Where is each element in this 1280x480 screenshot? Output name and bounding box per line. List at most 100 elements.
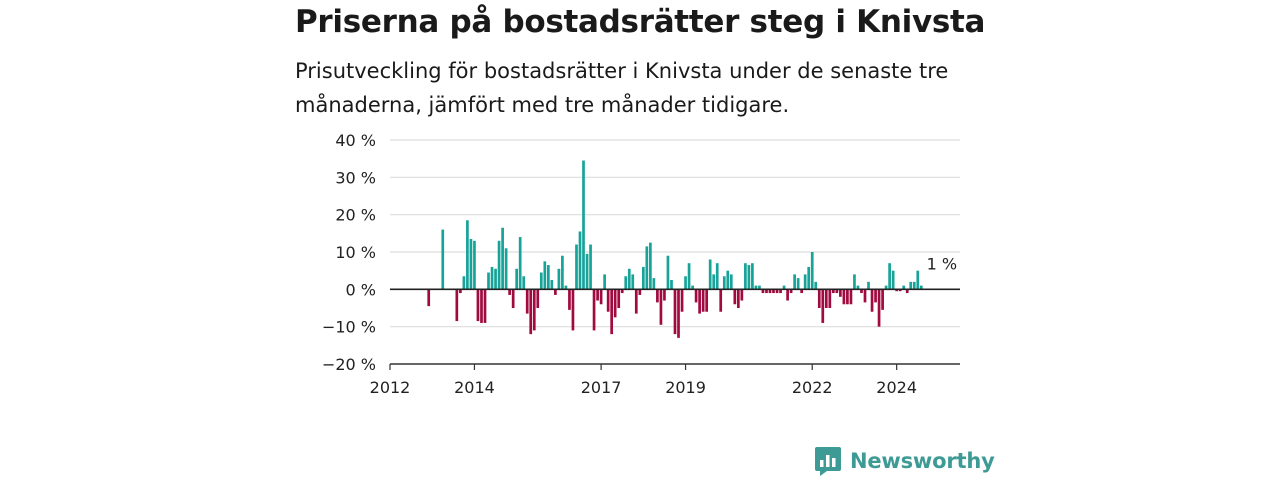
bar: [599, 289, 603, 305]
bar: [487, 272, 490, 290]
bar: [814, 281, 818, 290]
bar: [705, 289, 709, 312]
bar: [839, 289, 842, 297]
bar: [546, 265, 550, 290]
bar: [751, 263, 754, 290]
bar: [881, 289, 884, 310]
bar: [744, 263, 747, 290]
y-tick-label: 40 %: [335, 131, 376, 150]
bar: [476, 289, 480, 322]
bar: [677, 289, 680, 338]
bar: [740, 289, 744, 301]
newsworthy-logo-icon: [815, 447, 841, 476]
bar: [916, 270, 920, 290]
bar: [459, 289, 462, 294]
bar: [536, 289, 540, 308]
x-tick-label: 2012: [370, 378, 411, 397]
bar: [666, 255, 670, 290]
bar: [518, 237, 522, 290]
bar: [670, 280, 673, 290]
bar: [863, 289, 867, 303]
bar: [624, 276, 628, 290]
x-tick-label: 2017: [581, 378, 622, 397]
x-tick-label: 2014: [454, 378, 495, 397]
brand-name: Newsworthy: [850, 449, 995, 473]
bar: [775, 289, 779, 294]
bar: [469, 238, 473, 290]
bar: [803, 274, 807, 290]
bar: [529, 289, 533, 335]
bar: [613, 289, 617, 318]
bar: [575, 244, 578, 290]
bar: [638, 289, 642, 295]
x-tick-label: 2019: [665, 378, 706, 397]
bar: [860, 289, 863, 294]
bar: [441, 229, 445, 290]
bar: [877, 289, 881, 327]
bar: [631, 274, 635, 290]
bar: [909, 281, 913, 290]
bar: [905, 289, 909, 294]
bar: [582, 160, 585, 290]
bar: [596, 289, 599, 301]
bar: [828, 289, 832, 308]
bar: [645, 246, 649, 290]
bar: [480, 289, 483, 323]
bar: [870, 289, 874, 312]
bar: [494, 268, 497, 290]
bar: [606, 289, 610, 312]
bar: [543, 261, 547, 290]
bar: [532, 289, 536, 331]
bar: [912, 281, 916, 290]
bar: [585, 253, 589, 290]
bar: [835, 289, 839, 294]
bar: [736, 289, 740, 308]
bar: [779, 289, 782, 294]
bar: [592, 289, 596, 331]
bar: [817, 289, 821, 308]
bar: [761, 289, 765, 294]
bar: [687, 263, 691, 290]
bar: [898, 289, 902, 292]
bar: [789, 289, 793, 294]
bar: [842, 289, 846, 305]
bar: [694, 289, 698, 303]
bar: [652, 278, 656, 290]
bar: [810, 252, 814, 290]
y-tick-label: 10 %: [335, 243, 376, 262]
brand-logo[interactable]: Newsworthy: [814, 444, 995, 478]
bar: [455, 289, 459, 322]
bar: [663, 289, 666, 301]
bar: [867, 281, 870, 290]
bar: [691, 285, 694, 290]
bar: [726, 270, 730, 290]
bar: [501, 227, 504, 290]
bar: [719, 289, 723, 312]
bar: [902, 285, 906, 290]
bars: [427, 160, 923, 338]
bar: [684, 276, 687, 290]
bar: [522, 276, 526, 290]
bar: [578, 231, 582, 290]
bar: [673, 289, 677, 335]
bar: [490, 266, 494, 290]
bar: [712, 274, 716, 290]
bar: [627, 268, 631, 290]
bar: [856, 285, 860, 290]
bar: [782, 285, 786, 290]
bar: [617, 289, 621, 308]
bar: [620, 289, 624, 294]
bar: [466, 220, 469, 290]
y-tick-label: −10 %: [322, 318, 376, 337]
bar: [849, 289, 853, 305]
bar: [656, 289, 659, 303]
y-tick-label: 20 %: [335, 206, 376, 225]
bar: [853, 274, 856, 290]
chart-title: Priserna på bostadsrätter steg i Knivsta: [295, 4, 986, 40]
bar: [610, 289, 614, 335]
bar: [831, 289, 835, 294]
y-tick-label: −20 %: [322, 355, 376, 374]
bar: [473, 240, 476, 290]
bar: [525, 289, 529, 314]
bar: [765, 289, 768, 294]
